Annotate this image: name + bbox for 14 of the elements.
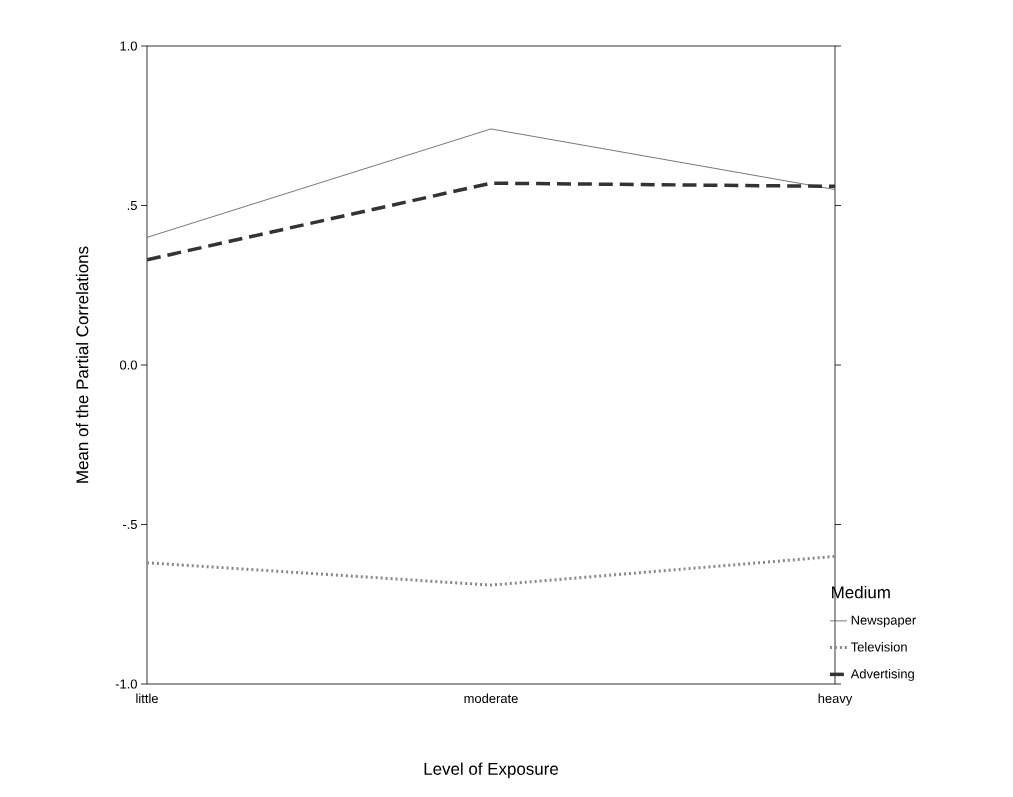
- x-tick-label: moderate: [464, 693, 518, 704]
- y-tick-label: -1.0: [115, 679, 137, 689]
- x-axis-title: Level of Exposure: [424, 762, 559, 779]
- y-tick-label: .5: [127, 200, 137, 211]
- y-axis-title: Mean of the Partial Correlations: [75, 246, 89, 483]
- legend-title: Medium: [832, 585, 890, 599]
- x-tick-label: little: [136, 693, 158, 704]
- legend-label: Newspaper: [851, 615, 916, 628]
- x-tick-label: heavy: [818, 693, 853, 706]
- y-tick-label: 1.0: [120, 41, 137, 51]
- legend-label: Television: [850, 642, 907, 652]
- legend-label: Advertising: [850, 668, 914, 682]
- y-tick-label: 0.0: [119, 360, 137, 370]
- y-tick-label: -.5: [122, 519, 137, 530]
